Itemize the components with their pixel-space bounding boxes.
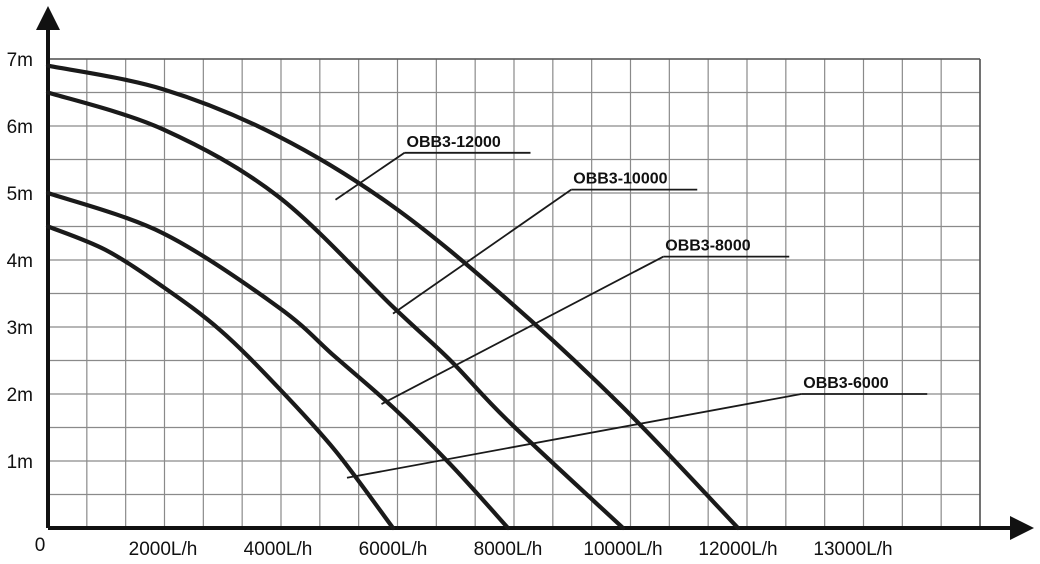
y-tick-label: 2m — [7, 385, 33, 406]
x-tick-label: 8000L/h — [474, 539, 543, 560]
x-tick-label: 4000L/h — [244, 539, 313, 560]
series-labels: OBB3-12000 OBB3-10000 OBB3-8000 OBB3-6000 — [334, 134, 928, 479]
leader-line-obb3-6000 — [346, 393, 802, 479]
grid — [48, 58, 981, 528]
series-label-obb3-6000: OBB3-6000 — [803, 375, 888, 392]
y-tick-label: 6m — [7, 117, 33, 138]
y-tick-label: 7m — [7, 50, 33, 71]
curve-obb3-8000 — [45, 190, 511, 531]
x-tick-label: 6000L/h — [359, 539, 428, 560]
y-tick-label: 5m — [7, 184, 33, 205]
axes — [36, 6, 1034, 540]
series-label-obb3-12000: OBB3-12000 — [407, 134, 501, 151]
curve-obb3-12000 — [45, 63, 741, 531]
origin-label: 0 — [35, 535, 46, 556]
y-tick-label: 3m — [7, 318, 33, 339]
leader-line-obb3-8000 — [381, 255, 664, 405]
y-tick-label: 1m — [7, 452, 33, 473]
x-tick-label: 13000L/h — [813, 539, 892, 560]
leader-line-obb3-12000 — [334, 152, 406, 201]
series-label-obb3-10000: OBB3-10000 — [573, 171, 667, 188]
x-tick-label: 10000L/h — [583, 539, 662, 560]
curve-obb3-10000 — [45, 90, 626, 531]
tick-labels: 0 2000L/h 4000L/h 6000L/h 8000L/h 10000L/h 120… — [7, 50, 893, 560]
y-tick-label: 4m — [7, 251, 33, 272]
series-label-obb3-8000: OBB3-8000 — [665, 238, 750, 255]
leader-line-obb3-10000 — [392, 188, 572, 315]
x-tick-label: 12000L/h — [698, 539, 777, 560]
x-axis-arrow — [1010, 516, 1034, 540]
curve-obb3-6000 — [45, 224, 396, 531]
y-axis-arrow — [36, 6, 60, 30]
series-curves — [45, 63, 741, 531]
x-tick-label: 2000L/h — [129, 539, 198, 560]
